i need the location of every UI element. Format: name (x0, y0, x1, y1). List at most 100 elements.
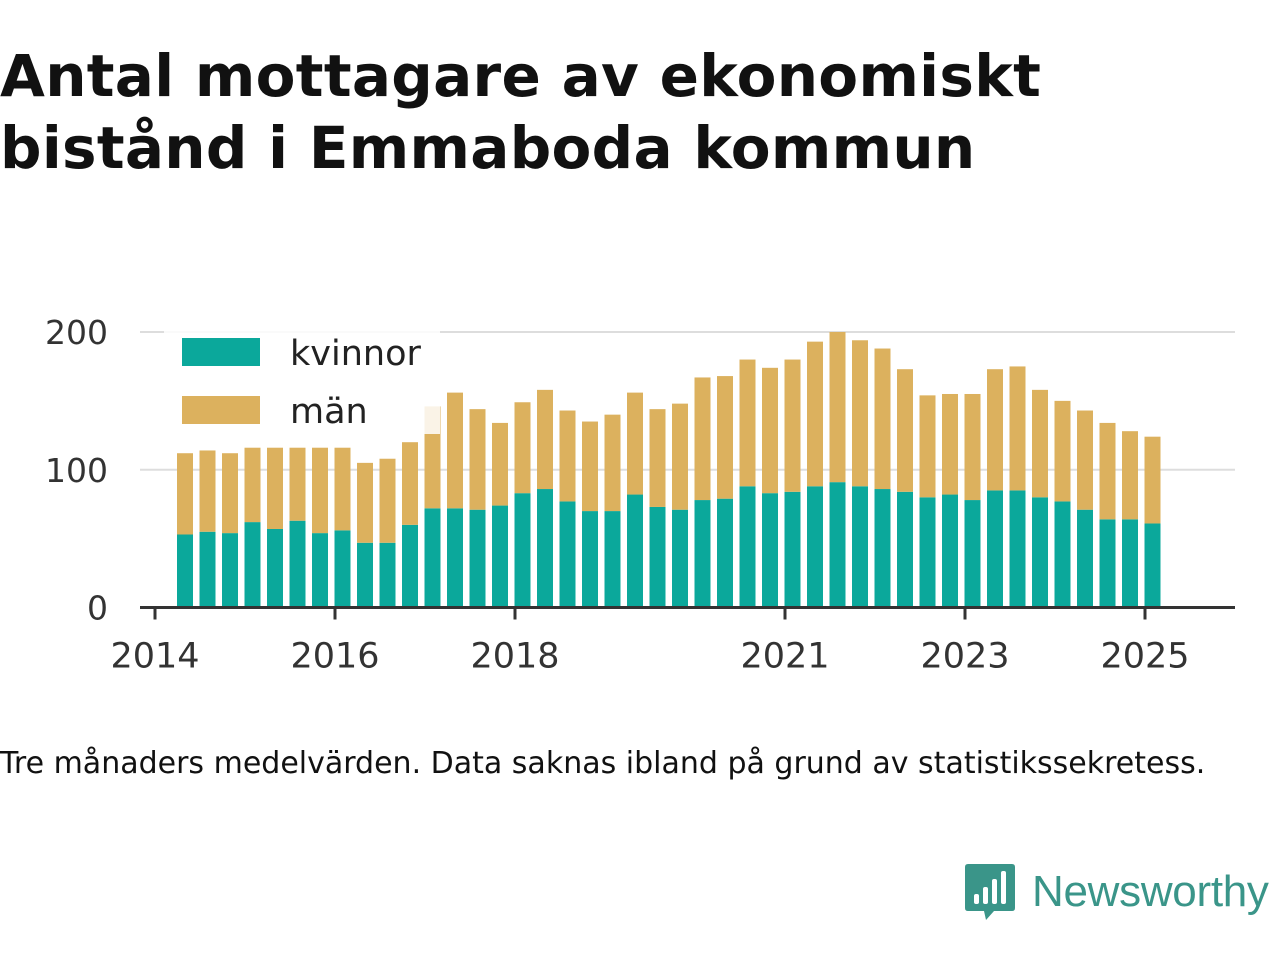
bar-kvinnor (1054, 501, 1071, 608)
bar-kvinnor (199, 531, 216, 608)
bar-kvinnor (469, 509, 486, 608)
bar-man (402, 442, 418, 525)
bar-man (784, 359, 801, 492)
bar-man (244, 447, 261, 523)
bar-kvinnor (312, 533, 328, 608)
bar-man (1122, 431, 1138, 520)
x-tick-label: 2021 (740, 637, 829, 677)
bar-kvinnor (694, 500, 711, 608)
bar-man (627, 392, 643, 495)
bar-man (582, 421, 598, 512)
bar-man (649, 409, 666, 507)
bar-kvinnor (177, 534, 193, 608)
bar-kvinnor (897, 491, 913, 608)
bar-man (919, 395, 936, 498)
bar-man (492, 422, 508, 506)
bar-kvinnor (222, 533, 238, 608)
bar-man (289, 447, 306, 521)
bar-man (672, 403, 688, 510)
newsworthy-logo-icon (965, 864, 1015, 920)
bar-man (514, 402, 531, 494)
legend: kvinnor män (164, 330, 440, 434)
bar-man (222, 453, 238, 534)
bar-kvinnor (964, 500, 981, 608)
legend-swatch (182, 396, 260, 424)
bar-man (942, 393, 958, 495)
bar-kvinnor (604, 511, 621, 608)
bar-man (177, 453, 193, 535)
bar-kvinnor (1009, 490, 1026, 608)
brand-name: Newsworthy (1032, 867, 1269, 916)
bar-man (897, 369, 913, 492)
bar-kvinnor (357, 542, 373, 608)
bar-man (1144, 436, 1161, 524)
bar-kvinnor (672, 509, 688, 608)
bar-man (357, 462, 373, 543)
bar-kvinnor (1144, 523, 1161, 608)
bar-kvinnor (627, 494, 643, 608)
bar-kvinnor (582, 511, 598, 608)
bar-man (334, 447, 351, 531)
bar-kvinnor (492, 505, 508, 608)
bar-kvinnor (919, 497, 936, 608)
y-tick-label: 100 (45, 451, 108, 490)
bar-kvinnor (649, 506, 666, 608)
bar-man (874, 348, 891, 490)
bar-kvinnor (942, 494, 958, 608)
bar-kvinnor (762, 493, 778, 608)
bar-man (964, 393, 981, 501)
bar-man (559, 410, 576, 502)
bar-kvinnor (537, 489, 553, 608)
chart-title: Antal mottagare av ekonomiskt bistånd i … (0, 42, 1042, 182)
bar-man (694, 377, 711, 501)
bar-kvinnor (1122, 519, 1138, 608)
bar-man (807, 341, 823, 487)
x-axis-ticks: 2014 2016 2018 2021 2023 2025 (110, 607, 1190, 677)
bar-man (1077, 410, 1093, 510)
legend-label: kvinnor (290, 334, 421, 374)
bar-man (762, 367, 778, 494)
bar-man (604, 414, 621, 512)
bar-man (1099, 422, 1116, 520)
x-tick-label: 2018 (470, 637, 559, 677)
x-tick-label: 2025 (1100, 637, 1189, 677)
bar-man (1009, 366, 1026, 491)
bar-kvinnor (334, 530, 351, 608)
bar-kvinnor (244, 522, 261, 608)
legend-label: män (290, 392, 368, 432)
y-tick-label: 0 (87, 589, 108, 628)
bar-kvinnor (1099, 519, 1116, 608)
bar-kvinnor (514, 493, 531, 608)
x-tick-label: 2023 (920, 637, 1009, 677)
bar-man (537, 389, 553, 490)
footnote: Tre månaders medelvärden. Data saknas ib… (0, 746, 1206, 781)
bar-kvinnor (874, 489, 891, 608)
bar-man (829, 332, 846, 483)
bar-kvinnor (379, 542, 396, 608)
bar-man (717, 376, 733, 499)
bar-kvinnor (829, 482, 846, 608)
y-tick-label: 200 (45, 313, 108, 352)
x-tick-label: 2014 (110, 637, 199, 677)
bar-man (199, 450, 216, 532)
bar-man (1054, 400, 1071, 502)
bar-kvinnor (852, 486, 868, 608)
bar-man (852, 340, 868, 487)
x-tick-label: 2016 (290, 637, 379, 677)
bars (177, 332, 1161, 608)
bar-man (447, 392, 463, 509)
bar-kvinnor (784, 491, 801, 608)
bar-kvinnor (424, 508, 441, 608)
bar-kvinnor (447, 508, 463, 608)
bar-man (1032, 389, 1048, 498)
bar-kvinnor (987, 490, 1003, 608)
bar-man (739, 359, 756, 487)
bar-kvinnor (267, 528, 283, 608)
y-axis-ticks: 0 100 200 (45, 313, 108, 628)
bar-man (267, 447, 283, 529)
bar-kvinnor (402, 524, 418, 608)
brand-logo[interactable]: Newsworthy (964, 862, 1269, 922)
bar-kvinnor (559, 501, 576, 608)
bar-kvinnor (807, 486, 823, 608)
